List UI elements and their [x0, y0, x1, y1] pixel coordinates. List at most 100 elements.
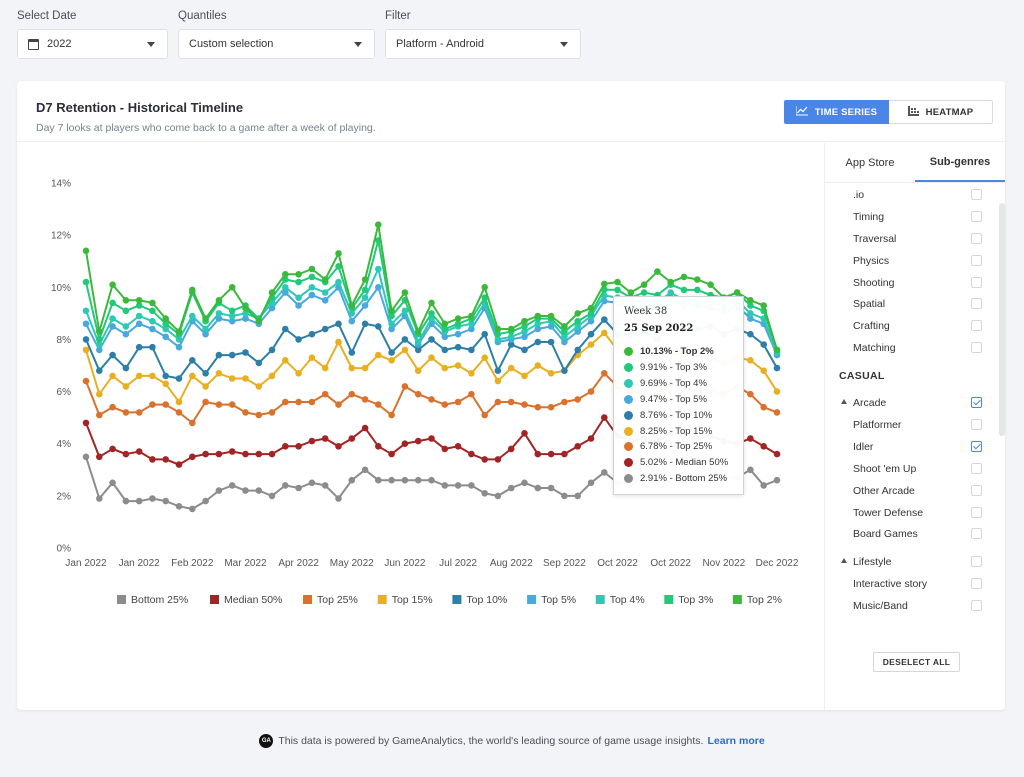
data-point [680, 273, 688, 281]
subgenre-item[interactable]: Shooting [825, 272, 995, 294]
subgenre-checkbox[interactable] [971, 189, 982, 200]
subgenre-checkbox[interactable] [971, 600, 982, 612]
subgenre-label: Shooting [853, 276, 895, 289]
data-point [348, 435, 356, 442]
data-point [109, 351, 116, 359]
subgenre-checkbox[interactable] [971, 556, 982, 568]
data-point [468, 312, 475, 320]
data-point [162, 333, 169, 341]
subgenre-checkbox[interactable] [971, 320, 982, 332]
subgenre-checkbox[interactable] [971, 462, 982, 474]
subgenre-checkbox[interactable] [971, 440, 982, 452]
subgenre-item[interactable]: Tower Defense [825, 502, 995, 524]
data-point [561, 338, 568, 346]
data-point [481, 354, 489, 361]
data-point [428, 435, 435, 442]
data-point [348, 317, 356, 325]
y-tick-label: 10% [51, 283, 71, 294]
x-tick-label: May 2022 [330, 558, 374, 569]
data-point [82, 320, 90, 328]
subgenre-item[interactable]: Board Games [825, 523, 995, 545]
data-point [228, 317, 236, 325]
subgenre-label: Interactive story [853, 578, 928, 591]
data-point [574, 396, 581, 403]
subgenre-checkbox[interactable] [971, 578, 982, 590]
subgenre-item[interactable]: Lifestyle [825, 551, 995, 573]
subgenre-item[interactable]: Traversal [825, 228, 995, 250]
quantiles-select-value: Custom selection [189, 38, 274, 50]
learn-more-link[interactable]: Learn more [707, 735, 765, 747]
tab-sub-genres[interactable]: Sub-genres [915, 143, 1005, 182]
data-point [282, 482, 289, 489]
subgenre-checkbox[interactable] [971, 298, 982, 310]
subgenre-checkbox[interactable] [971, 397, 982, 409]
data-point [135, 343, 143, 351]
data-point [481, 490, 489, 497]
subgenre-item[interactable]: Spatial [825, 293, 995, 315]
subgenre-checkbox[interactable] [971, 484, 982, 496]
data-point [175, 398, 183, 406]
subgenre-item[interactable]: Arcade [825, 392, 995, 414]
date-select[interactable]: 2022 [17, 29, 168, 59]
tooltip-row: 8.76% - Top 10% [624, 410, 712, 421]
subgenre-item[interactable]: Platformer [825, 414, 995, 436]
subgenre-checkbox[interactable] [971, 276, 982, 288]
series-dot-icon [624, 442, 633, 452]
heatmap-button[interactable]: HEATMAP [889, 100, 993, 124]
x-tick-label: Jun 2022 [384, 558, 426, 569]
subgenre-label: Tower Defense [853, 506, 924, 519]
data-point [189, 453, 196, 461]
deselect-all-button[interactable]: DESELECT ALL [873, 652, 960, 672]
subgenre-checkbox[interactable] [971, 506, 982, 518]
collapse-icon[interactable] [841, 399, 847, 405]
tab-app-store[interactable]: App Store [845, 156, 895, 169]
x-tick-label: Oct 2022 [597, 558, 638, 569]
subgenre-checkbox[interactable] [971, 342, 982, 354]
subgenre-item[interactable]: Interactive story [825, 573, 995, 595]
subgenre-checkbox[interactable] [971, 528, 982, 540]
data-point [308, 437, 316, 445]
subgenre-item[interactable]: Matching [825, 337, 995, 359]
data-point [242, 315, 249, 322]
time-series-button[interactable]: TIME SERIES [784, 100, 889, 124]
data-point [454, 443, 462, 450]
footer-text: This data is powered by GameAnalytics, t… [278, 735, 704, 747]
data-point [96, 328, 103, 335]
subgenre-item[interactable]: Physics [825, 250, 995, 272]
data-point [760, 367, 767, 374]
data-point [481, 284, 489, 291]
legend-swatch [664, 595, 674, 604]
data-point [773, 364, 781, 372]
subgenre-item[interactable]: .io [825, 184, 995, 206]
legend-swatch [595, 595, 605, 604]
data-point [228, 482, 236, 489]
data-point [760, 302, 767, 309]
subgenre-item[interactable]: Timing [825, 206, 995, 228]
data-point [82, 247, 90, 255]
subgenre-checkbox[interactable] [971, 419, 982, 431]
data-point [401, 440, 409, 448]
subgenre-label: CASUAL [839, 369, 885, 382]
subgenre-item[interactable]: Other Arcade [825, 480, 995, 502]
subgenre-checkbox[interactable] [971, 210, 982, 222]
data-point [162, 456, 169, 463]
subgenre-item[interactable]: Idler [825, 436, 995, 458]
data-point [162, 320, 169, 328]
quantiles-select[interactable]: Custom selection [178, 29, 375, 59]
subgenre-checkbox[interactable] [971, 232, 982, 244]
platform-select[interactable]: Platform - Android [385, 29, 581, 59]
data-point [401, 476, 409, 484]
data-point [507, 364, 515, 372]
data-point [694, 286, 701, 294]
legend-swatch [452, 595, 462, 604]
subgenre-checkbox[interactable] [971, 254, 982, 266]
sidebar-scrollbar[interactable] [999, 203, 1005, 436]
platform-filter: Filter Platform - Android [385, 10, 581, 59]
data-point [375, 265, 382, 273]
collapse-icon[interactable] [841, 558, 847, 564]
subgenre-item[interactable]: Crafting [825, 315, 995, 337]
card-title: D7 Retention - Historical Timeline [36, 100, 244, 115]
subgenre-item[interactable]: Music/Band [825, 595, 995, 617]
data-point [534, 338, 542, 346]
subgenre-item[interactable]: Shoot 'em Up [825, 458, 995, 480]
